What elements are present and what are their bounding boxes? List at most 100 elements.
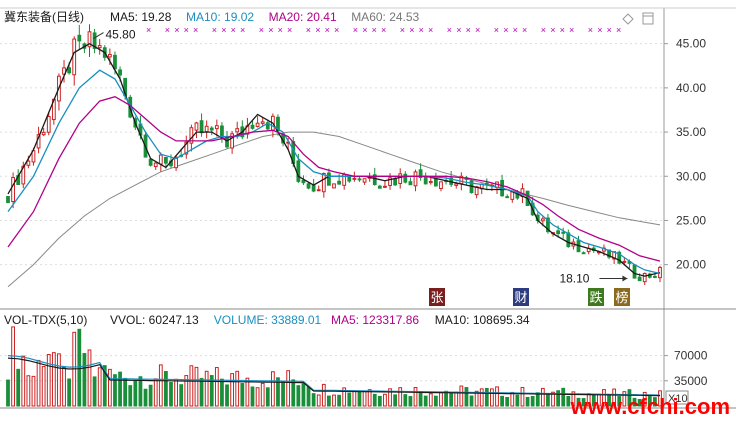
signal-marker: × — [569, 25, 574, 35]
candle-body — [347, 176, 352, 182]
price-tick-label: 20.00 — [676, 258, 706, 272]
volume-bar — [296, 385, 301, 407]
volume-bar — [367, 389, 372, 407]
event-marker-box — [588, 288, 604, 306]
event-marker-box — [429, 288, 445, 306]
candle-body — [561, 231, 566, 234]
volume-bar — [255, 387, 260, 407]
volume-indicator-row: VVOL: 60247.13 VOLUME: 33889.01 MA5: 12331… — [110, 313, 530, 327]
candle-body — [617, 251, 622, 264]
candle-body — [214, 125, 219, 130]
signal-marker: × — [315, 25, 320, 35]
volume-bar — [556, 390, 561, 407]
volume-bar — [546, 394, 550, 407]
signal-marker: × — [503, 25, 508, 35]
volume-bar — [423, 395, 428, 407]
volume-bar — [230, 373, 235, 407]
volume-bar — [647, 396, 652, 407]
volume-bar — [311, 393, 316, 407]
volume-bar — [500, 395, 504, 407]
signal-marker: × — [616, 25, 621, 35]
volume-bar — [174, 378, 178, 407]
volume-bar — [321, 383, 326, 407]
candle-body — [301, 179, 306, 184]
candle-body — [428, 180, 433, 184]
volume-bar — [21, 355, 26, 407]
volume-bar — [362, 391, 367, 407]
volume-bar — [418, 391, 423, 407]
signal-marker: × — [231, 25, 236, 35]
candle-body — [398, 173, 403, 184]
volume-bar — [194, 366, 199, 407]
candle-body — [566, 232, 571, 248]
volume-bar — [164, 371, 168, 407]
volume-bar — [627, 389, 632, 407]
volume-bar — [576, 397, 581, 407]
volume-bar — [133, 380, 138, 407]
volume-bar — [454, 391, 459, 407]
signal-marker: × — [588, 25, 593, 35]
candle-body — [174, 156, 178, 169]
volume-bar — [602, 389, 606, 407]
volume-indicator-0: VVOL: 60247.13 — [110, 313, 199, 327]
volume-bar — [490, 388, 494, 407]
volume-bar — [637, 398, 642, 407]
candle-body — [67, 67, 72, 74]
candle-body — [337, 180, 341, 185]
candle-body — [388, 177, 392, 186]
candle-body — [403, 173, 408, 183]
volume-bar — [505, 396, 510, 407]
volume-bar — [199, 377, 204, 407]
diamond-icon[interactable] — [622, 13, 634, 25]
candle-body — [184, 141, 189, 155]
low-price-annotation: 18.10 — [559, 271, 589, 285]
window-icon[interactable] — [642, 12, 654, 25]
volume-bar — [16, 368, 21, 407]
volume-bar — [6, 379, 10, 407]
volume-bar — [540, 387, 545, 407]
volume-bar — [352, 390, 357, 407]
candle-body — [632, 264, 637, 279]
volume-unit-label: X10 — [668, 393, 688, 405]
volume-bar — [393, 394, 398, 407]
volume-bar — [169, 381, 173, 407]
signal-marker: × — [381, 25, 386, 35]
volume-bar — [31, 375, 36, 407]
volume-bar — [87, 349, 92, 407]
signal-marker: × — [165, 25, 170, 35]
volume-bar — [220, 378, 224, 407]
candle-body — [383, 185, 387, 188]
signal-marker: × — [541, 25, 546, 35]
candle-body — [204, 125, 209, 133]
volume-bar — [189, 365, 194, 407]
candle-body — [230, 133, 235, 149]
volume-tick-label: 70000 — [674, 349, 708, 363]
volume-bar — [535, 392, 540, 407]
signal-marker: × — [447, 25, 452, 35]
volume-bar — [459, 385, 464, 407]
volume-bar — [525, 396, 530, 407]
volume-bar — [337, 394, 341, 407]
price-indicator-1: MA10: 19.02 — [186, 10, 254, 24]
volume-bar — [107, 368, 112, 407]
volume-bar — [77, 328, 82, 407]
candle-body — [439, 181, 443, 189]
signal-marker: × — [193, 25, 198, 35]
volume-bar — [515, 394, 520, 407]
volume-bar — [377, 395, 382, 407]
volume-bar — [510, 391, 515, 407]
volume-bar — [479, 388, 484, 407]
volume-bar — [148, 384, 153, 407]
candle-body — [107, 53, 112, 58]
signal-marker: × — [268, 25, 273, 35]
volume-bar — [204, 370, 209, 407]
price-tick-label: 40.00 — [676, 81, 706, 95]
volume-bar — [642, 391, 647, 407]
candle-body — [97, 45, 102, 49]
signal-marker: × — [466, 25, 471, 35]
volume-indicator-2: MA5: 123317.86 — [331, 313, 419, 327]
price-indicator-row: MA5: 19.28 MA10: 19.02 MA20: 20.41 MA60: 24… — [110, 10, 420, 24]
price-chart-title: 冀东装备(日线) — [4, 10, 84, 24]
